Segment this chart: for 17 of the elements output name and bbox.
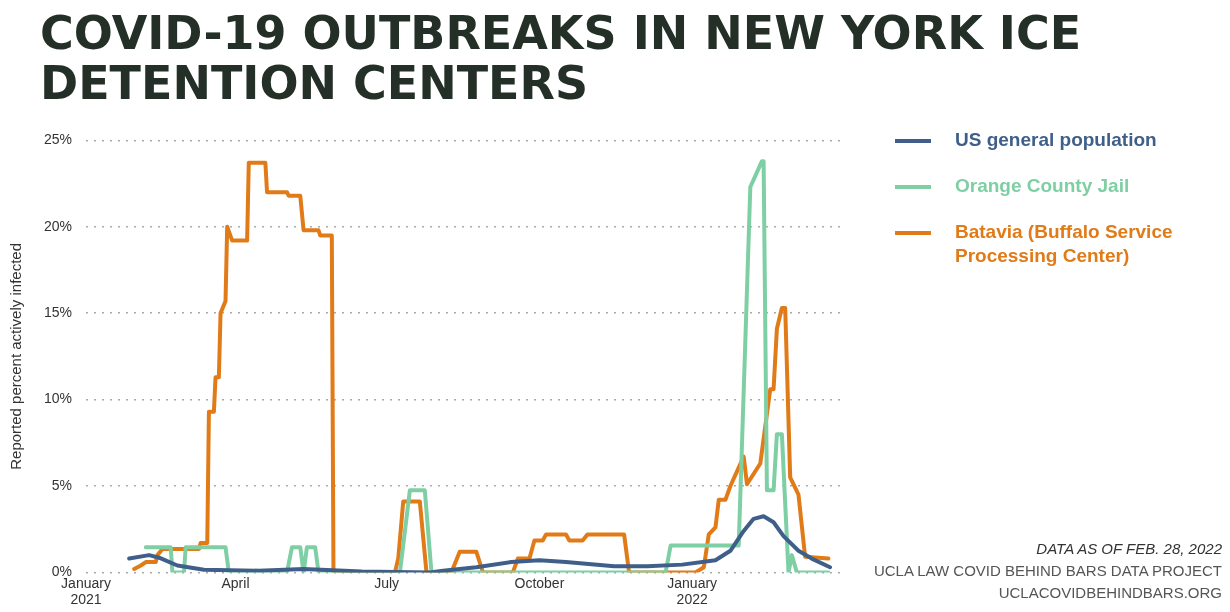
chart-title: COVID-19 OUTBREAKS IN NEW YORK ICE DETENTION CENTERS	[40, 6, 1083, 110]
y-axis-title: Reported percent actively infected	[7, 243, 25, 470]
text: UCLA LAW COVID BEHIND BARS DATA PROJECT	[873, 561, 1222, 581]
x-tick-label: October	[514, 574, 565, 591]
text: DATA AS OF FEB. 28, 2022	[1035, 539, 1222, 559]
legend-label: Orange County Jail	[955, 174, 1130, 198]
y-tick-label: 10%	[43, 390, 73, 407]
x-tick-label: April	[221, 574, 250, 591]
legend-label: Batavia (Buffalo Service Processing Center)	[955, 220, 1174, 268]
x-tick-label: July	[374, 574, 400, 591]
y-tick-label: 5%	[51, 476, 73, 493]
legend-label: US general population	[955, 128, 1157, 152]
y-tick-label: 25%	[43, 131, 73, 148]
x-tick-label: January 2022	[667, 574, 718, 608]
y-tick-label: 20%	[43, 217, 73, 234]
text: UCLACOVIDBEHINDBARS.ORG	[997, 583, 1222, 603]
y-tick-label: 15%	[43, 304, 73, 321]
